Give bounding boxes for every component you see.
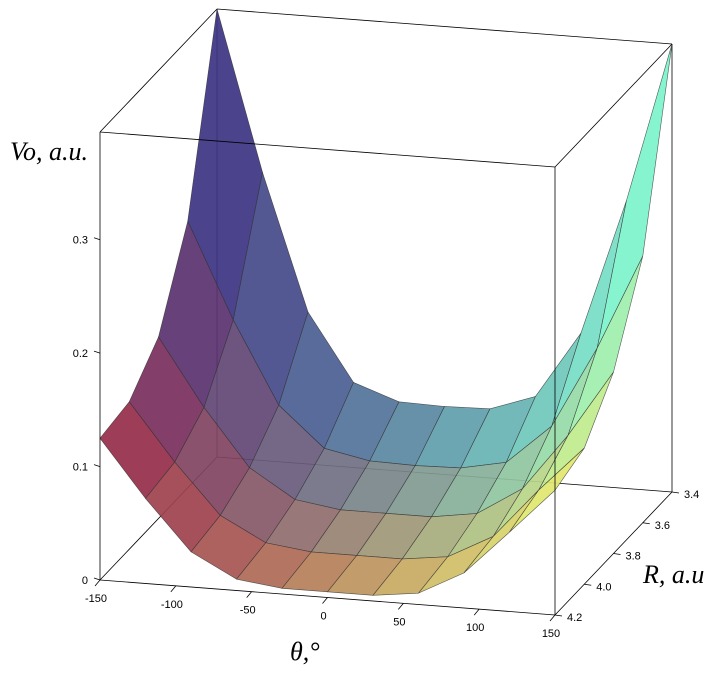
y-tick [671, 491, 680, 494]
x-tick-label: -100 [161, 599, 183, 611]
y-axis-title: R, a.u [642, 560, 704, 589]
x-tick [549, 614, 556, 622]
y-tick [554, 614, 563, 617]
z-tick [93, 350, 101, 354]
y-tick-label: 4.2 [567, 612, 582, 624]
z-tick-label: 0.3 [73, 235, 88, 247]
box-edge [216, 8, 673, 45]
y-tick-label: 3.8 [626, 551, 641, 563]
z-axis-title: Vo, a.u. [10, 137, 88, 166]
z-tick-label: 0 [82, 575, 88, 587]
y-tick [642, 522, 650, 525]
x-tick [94, 579, 101, 587]
x-tick [473, 608, 480, 616]
box-edge [99, 131, 556, 168]
x-tick-label: 100 [466, 622, 484, 634]
box-edge [99, 8, 218, 133]
surface-patch [596, 43, 673, 349]
x-tick [322, 597, 328, 604]
z-tick-label: 0.1 [73, 462, 88, 474]
y-tick [584, 583, 592, 586]
x-tick [398, 603, 404, 610]
z-tick-label: 0.2 [73, 348, 88, 360]
x-axis-title: θ,° [290, 637, 320, 666]
z-tick [93, 577, 101, 581]
y-tick-label: 3.6 [655, 520, 670, 532]
x-tick-label: 150 [542, 628, 560, 640]
x-tick-label: -50 [240, 605, 256, 617]
z-tick [93, 464, 101, 467]
y-tick-label: 3.4 [684, 489, 699, 501]
x-tick [170, 585, 177, 593]
x-tick-label: 0 [320, 611, 326, 623]
x-tick-label: 50 [393, 616, 405, 628]
x-tick-label: -150 [85, 593, 107, 605]
y-tick [613, 553, 621, 555]
y-tick-label: 4.0 [596, 581, 611, 593]
x-tick [246, 591, 252, 598]
z-tick [93, 237, 101, 241]
box-edge [554, 43, 673, 168]
